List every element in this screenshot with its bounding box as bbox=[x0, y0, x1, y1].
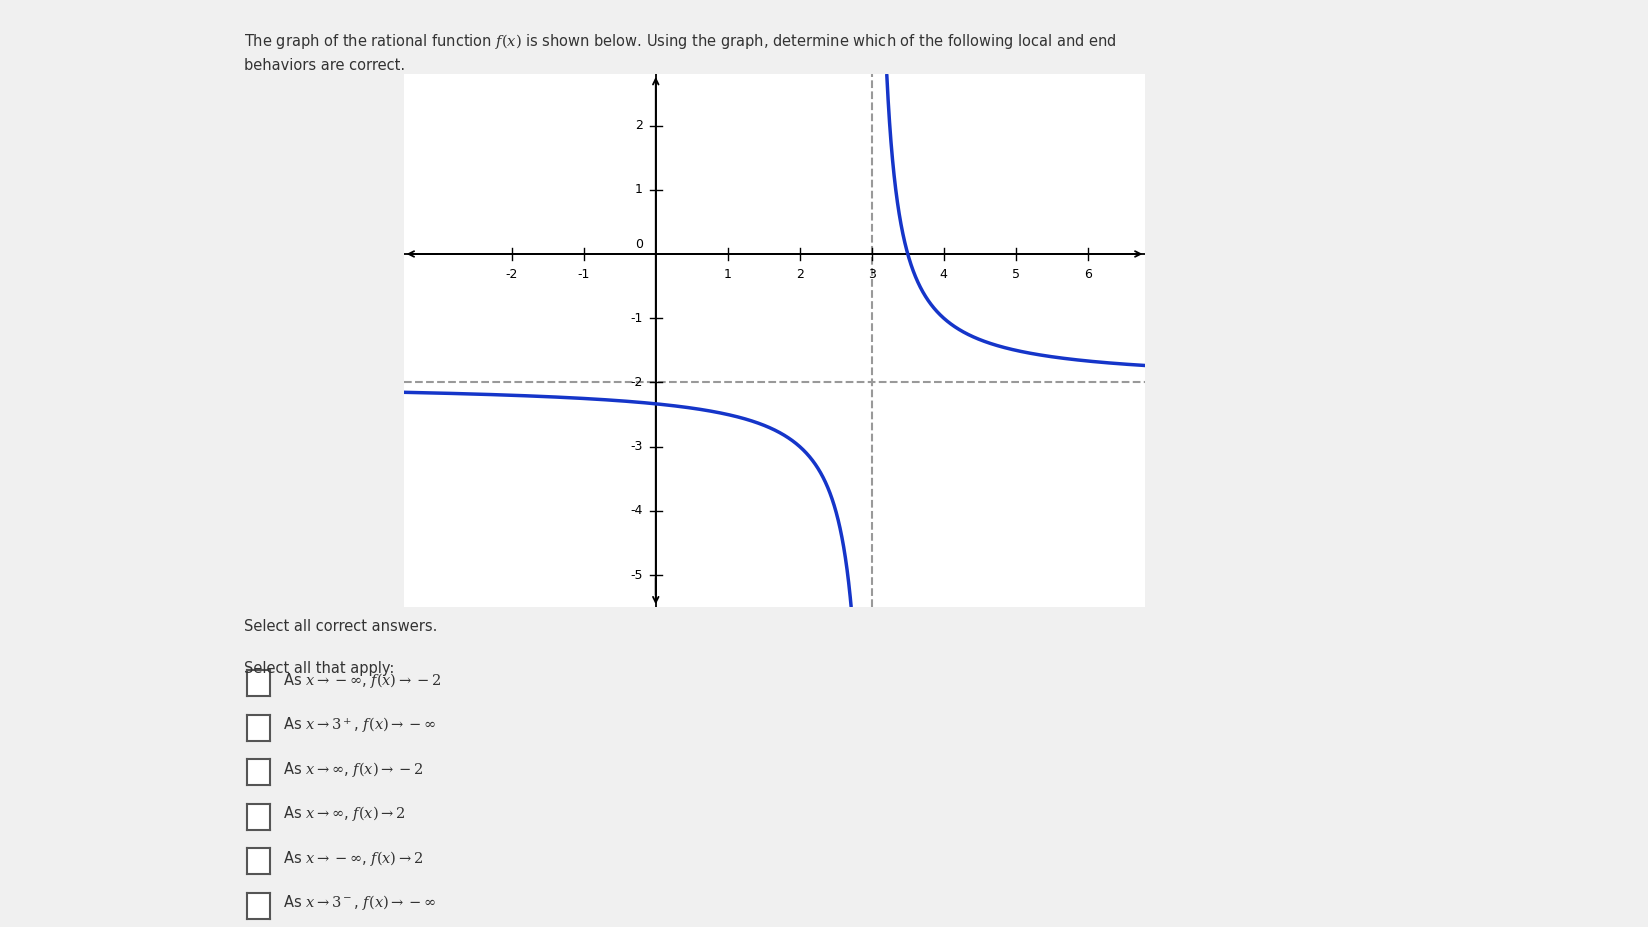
Text: -4: -4 bbox=[631, 504, 643, 517]
Text: As $x \rightarrow -\infty$, $f(x) \rightarrow 2$: As $x \rightarrow -\infty$, $f(x) \right… bbox=[283, 849, 424, 868]
Text: 3: 3 bbox=[868, 268, 875, 281]
Text: 1: 1 bbox=[723, 268, 732, 281]
Text: Select all correct answers.: Select all correct answers. bbox=[244, 619, 437, 634]
Text: -1: -1 bbox=[577, 268, 590, 281]
Text: As $x \rightarrow -\infty$, $f(x) \rightarrow -2$: As $x \rightarrow -\infty$, $f(x) \right… bbox=[283, 671, 442, 690]
Text: -2: -2 bbox=[506, 268, 517, 281]
Text: -3: -3 bbox=[631, 440, 643, 453]
Text: -2: -2 bbox=[631, 376, 643, 389]
Text: 6: 6 bbox=[1084, 268, 1091, 281]
Text: As $x \rightarrow 3^+$, $f(x) \rightarrow -\infty$: As $x \rightarrow 3^+$, $f(x) \rightarro… bbox=[283, 715, 437, 735]
Text: 5: 5 bbox=[1012, 268, 1020, 281]
Text: -5: -5 bbox=[630, 568, 643, 581]
Text: As $x \rightarrow 3^-$, $f(x) \rightarrow -\infty$: As $x \rightarrow 3^-$, $f(x) \rightarro… bbox=[283, 894, 437, 912]
Text: 0: 0 bbox=[634, 238, 643, 251]
Text: Select all that apply:: Select all that apply: bbox=[244, 661, 394, 676]
Text: -1: -1 bbox=[631, 311, 643, 324]
Text: 2: 2 bbox=[634, 119, 643, 132]
Text: 1: 1 bbox=[634, 184, 643, 197]
Text: The graph of the rational function $f(x)$ is shown below. Using the graph, deter: The graph of the rational function $f(x)… bbox=[244, 32, 1117, 51]
Text: As $x \rightarrow \infty$, $f(x) \rightarrow 2$: As $x \rightarrow \infty$, $f(x) \righta… bbox=[283, 805, 405, 823]
Text: behaviors are correct.: behaviors are correct. bbox=[244, 58, 405, 73]
Text: As $x \rightarrow \infty$, $f(x) \rightarrow -2$: As $x \rightarrow \infty$, $f(x) \righta… bbox=[283, 760, 424, 779]
Text: 4: 4 bbox=[939, 268, 948, 281]
Text: 2: 2 bbox=[796, 268, 804, 281]
